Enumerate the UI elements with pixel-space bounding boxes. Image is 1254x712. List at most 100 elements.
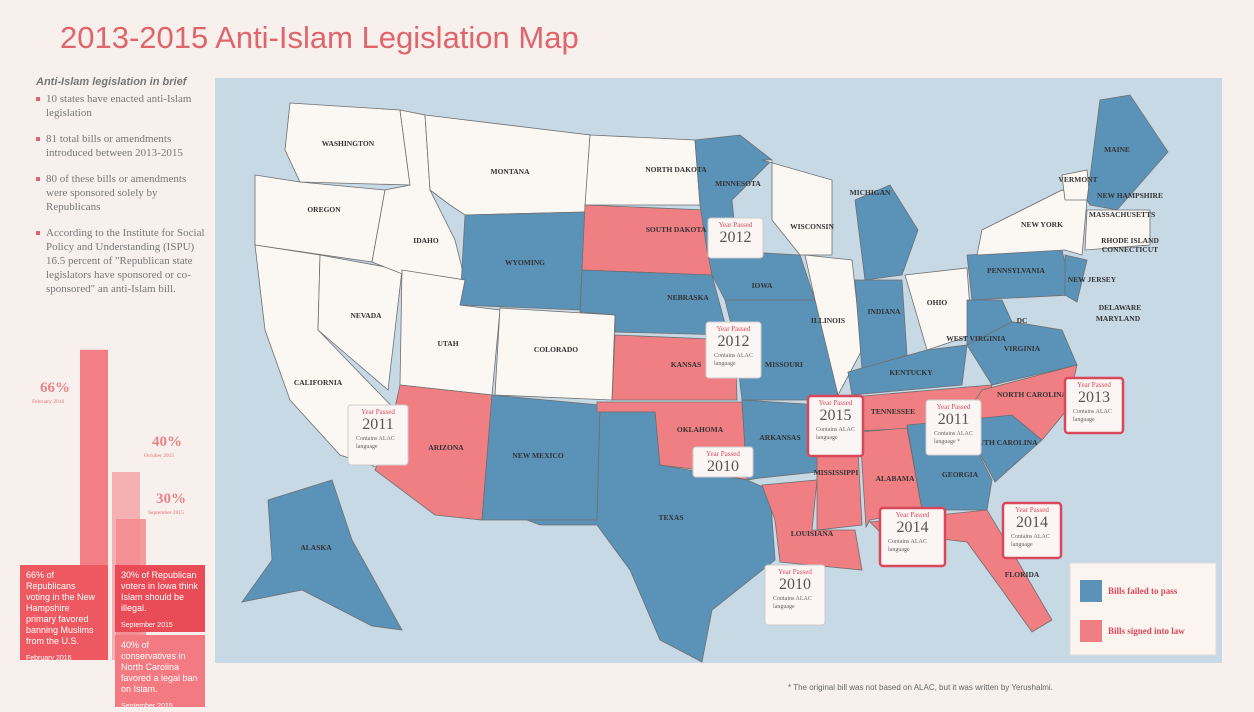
state-label: MASSACHUSETTS — [1089, 210, 1155, 219]
legend-swatch — [1080, 580, 1102, 602]
brief-heading: Anti-Islam legislation in brief — [36, 76, 187, 88]
state-label: DC — [1017, 316, 1028, 325]
state — [761, 479, 863, 571]
state-label: MICHIGAN — [850, 188, 891, 197]
callout-note-line: language — [1073, 417, 1095, 423]
callout-note-line: Contains ALAC — [714, 353, 753, 359]
callout-note-line: Contains ALAC — [934, 431, 973, 437]
state-label: ALABAMA — [876, 474, 915, 483]
stat-box: 40% of conservatives in North Carolina f… — [115, 635, 205, 710]
state-label: INDIANA — [868, 307, 902, 316]
brief-item: 10 states have enacted anti-Islam legisl… — [36, 92, 205, 120]
state — [976, 189, 1088, 256]
state — [317, 254, 403, 391]
title: 2013-2015 Anti-Islam Legislation Map — [60, 20, 579, 55]
stat-box: 66% of Republicans voting in the New Ham… — [20, 565, 108, 662]
state-label: KENTUCKY — [889, 368, 933, 377]
state-label: MONTANA — [490, 167, 530, 176]
callout-box — [764, 564, 826, 626]
state — [284, 102, 411, 186]
callout-label: Year Passed — [819, 399, 853, 407]
stat-date: October 2015 — [144, 453, 174, 459]
state — [1086, 94, 1169, 211]
callout-label: Year Passed — [719, 221, 753, 229]
state-label: WASHINGTON — [322, 139, 375, 148]
state-label: LOUISIANA — [791, 529, 834, 538]
callout-box — [692, 446, 754, 478]
callout-box — [1001, 501, 1063, 560]
state-label: SOUTH CAROLINA — [969, 438, 1039, 447]
state-label: WEST VIRGINIA — [946, 334, 1006, 343]
callout-box — [705, 321, 762, 379]
callout-note: Contains ALAC language — [714, 353, 753, 367]
callout-note-line: Contains ALAC — [1073, 409, 1112, 415]
state-label: VIRGINIA — [1004, 344, 1041, 353]
state-label: CONNECTICUT — [1102, 245, 1158, 254]
stat-date: September 2015 — [148, 510, 184, 516]
state-label: RHODE ISLAND — [1101, 236, 1159, 245]
state-label: PENNSYLVANIA — [987, 266, 1046, 275]
state-label: ALASKA — [300, 543, 332, 552]
state-label: IOWA — [752, 281, 773, 290]
stat-box-date: February 2016 — [26, 655, 72, 662]
stat-label: 30% — [156, 491, 186, 507]
callout-year: 2010 — [779, 576, 811, 593]
callout-note-line: language * — [934, 439, 960, 445]
stat-label: 66% — [40, 380, 70, 396]
state-label: NORTH DAKOTA — [645, 165, 707, 174]
callout-note-line: language — [773, 604, 795, 610]
state-label: WISCONSIN — [790, 222, 834, 231]
state-label: TENNESSEE — [871, 407, 915, 416]
state-label: VERMONT — [1058, 175, 1097, 184]
state-label: NEW YORK — [1021, 220, 1063, 229]
state-label: ARKANSAS — [759, 433, 800, 442]
callout-year: 2014 — [1016, 514, 1048, 531]
callout-note: Contains ALAC language — [773, 596, 812, 610]
callout-note-line: language — [816, 435, 838, 441]
callout-note-line: language — [714, 361, 736, 367]
state-label: MISSOURI — [765, 360, 803, 369]
brief-item: 81 total bills or amendments introduced … — [36, 132, 205, 160]
callout-year: 2012 — [718, 333, 750, 350]
brief-item: 80 of these bills or amendments were spo… — [36, 172, 205, 214]
state-label: CALIFORNIA — [294, 378, 343, 387]
callout-year: 2015 — [820, 407, 852, 424]
callout-year: 2011 — [362, 416, 393, 433]
callout-label: Year Passed — [937, 403, 971, 411]
states — [241, 94, 1169, 663]
callout-note: Contains ALAC language — [1073, 409, 1112, 423]
state-label: KANSAS — [671, 360, 701, 369]
state-label: COLORADO — [534, 345, 578, 354]
stat-box: 30% of Republican voters in Iowa think I… — [115, 565, 205, 632]
callout-label: Year Passed — [1077, 381, 1111, 389]
callout-note: Contains ALAC language — [888, 539, 927, 553]
callout-note: Contains ALAC language — [816, 427, 855, 441]
state-label: SOUTH DAKOTA — [646, 225, 707, 234]
stat-text: 40% of conservatives in North Carolina f… — [121, 640, 198, 694]
callout-box — [806, 394, 865, 458]
stat-text: 66% of Republicans voting in the New Ham… — [26, 570, 96, 646]
callout-label: Year Passed — [706, 450, 740, 458]
callout-box — [878, 506, 947, 568]
brief-item: According to the Institute for Social Po… — [36, 227, 205, 295]
callout-year: 2010 — [707, 458, 739, 475]
callout-year: 2013 — [1078, 389, 1110, 406]
state-label: NEBRASKA — [667, 293, 709, 302]
callout-note-line: Contains ALAC — [888, 539, 927, 545]
callout-box — [925, 399, 982, 456]
callout-label: Year Passed — [717, 325, 751, 333]
stat-label: 40% — [152, 434, 182, 450]
brief: Anti-Islam legislation in brief 10 state… — [30, 76, 205, 308]
callout-box — [707, 217, 764, 259]
state — [1084, 209, 1151, 251]
callout-label: Year Passed — [896, 511, 930, 519]
state — [847, 344, 968, 396]
state — [966, 299, 1013, 346]
state-label: MAINE — [1104, 145, 1130, 154]
state — [966, 249, 1073, 301]
callout-note-line: Contains ALAC — [356, 436, 395, 442]
state-label: NEVADA — [350, 311, 382, 320]
callout-note-line: language — [1011, 542, 1033, 548]
